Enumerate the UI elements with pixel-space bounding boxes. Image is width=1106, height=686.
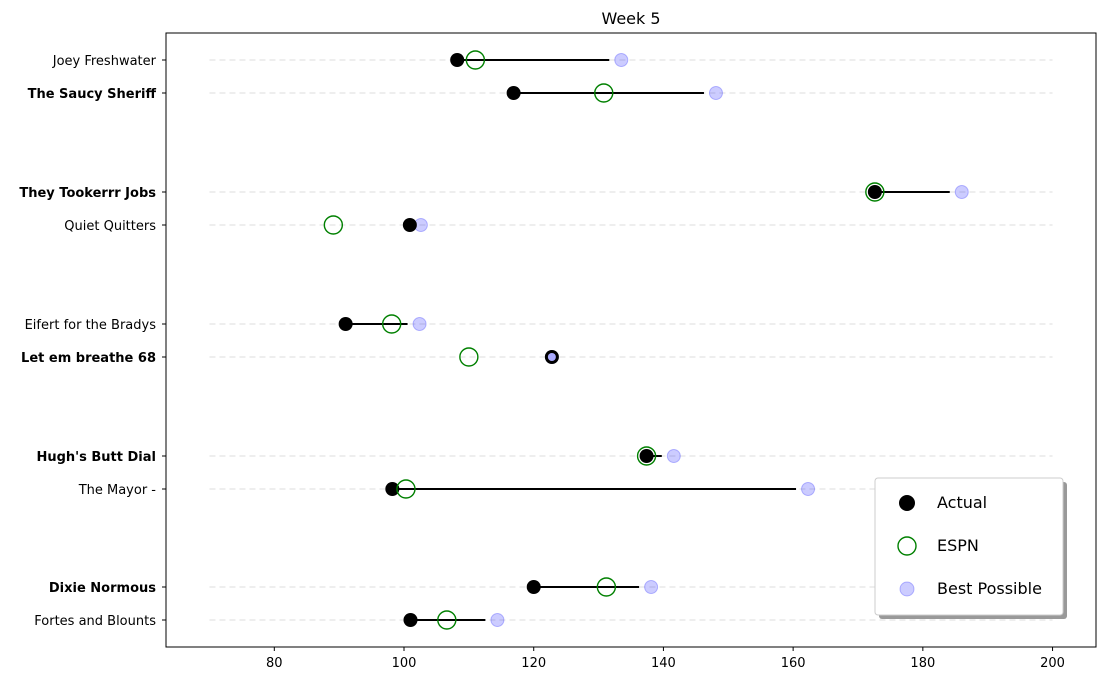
legend-label-best: Best Possible xyxy=(937,579,1042,598)
actual-point xyxy=(338,317,353,331)
legend-marker-espn xyxy=(897,536,917,556)
legend: Actual ESPN Best Possible xyxy=(874,477,1067,619)
actual-point xyxy=(403,613,418,627)
x-tick-label: 180 xyxy=(910,656,935,671)
espn-point xyxy=(636,446,657,466)
x-tick-label: 160 xyxy=(781,656,806,671)
x-tick-label: 200 xyxy=(1040,656,1065,671)
x-tick-label: 120 xyxy=(521,656,546,671)
legend-label-espn: ESPN xyxy=(937,536,979,555)
actual-point xyxy=(526,580,541,594)
actual-point xyxy=(506,86,521,100)
actual-point xyxy=(450,53,465,67)
actual-point xyxy=(867,185,882,199)
legend-box xyxy=(874,477,1064,616)
team-labels: Joey Freshwater The Saucy Sheriff They Too… xyxy=(19,54,166,629)
espn-point xyxy=(323,215,344,235)
x-axis-ticks: 80 100 120 140 160 180 200 xyxy=(266,647,1065,671)
team-label: Dixie Normous xyxy=(49,581,156,596)
best-possible-point xyxy=(644,580,659,594)
range-lines xyxy=(345,59,950,621)
espn-point xyxy=(465,50,486,70)
best-possible-point xyxy=(412,317,427,331)
actual-points xyxy=(338,53,882,627)
team-label: They Tookerrr Jobs xyxy=(19,186,156,201)
espn-point xyxy=(596,577,617,597)
best-possible-point xyxy=(708,86,723,100)
chart-title: Week 5 xyxy=(601,9,660,28)
x-tick-label: 140 xyxy=(651,656,676,671)
team-label: The Mayor - xyxy=(78,483,157,498)
espn-point xyxy=(381,314,402,334)
team-label: Joey Freshwater xyxy=(52,54,157,69)
espn-point xyxy=(594,83,614,103)
team-label: Let em breathe 68 xyxy=(21,351,156,366)
best-possible-point xyxy=(954,185,969,199)
best-possible-inner-point xyxy=(547,353,556,361)
espn-points xyxy=(323,50,885,630)
x-tick-label: 100 xyxy=(392,656,417,671)
team-label: Hugh's Butt Dial xyxy=(36,450,156,465)
x-tick-label: 80 xyxy=(266,656,283,671)
legend-marker-best xyxy=(899,581,915,597)
actual-point xyxy=(639,449,654,463)
team-label: Quiet Quitters xyxy=(64,219,156,234)
actual-point xyxy=(385,482,400,496)
espn-point xyxy=(459,347,479,367)
legend-marker-actual xyxy=(899,495,915,511)
best-possible-point xyxy=(801,482,816,496)
best-possible-point xyxy=(490,613,505,627)
espn-point xyxy=(437,610,457,630)
team-label: The Saucy Sheriff xyxy=(28,87,157,102)
team-label: Fortes and Blounts xyxy=(34,614,156,629)
actual-point xyxy=(402,218,417,232)
legend-label-actual: Actual xyxy=(937,493,987,512)
team-label: Eifert for the Bradys xyxy=(25,318,157,333)
espn-point xyxy=(396,479,416,499)
espn-point xyxy=(865,182,885,202)
best-possible-point xyxy=(614,53,629,67)
best-possible-point xyxy=(666,449,681,463)
